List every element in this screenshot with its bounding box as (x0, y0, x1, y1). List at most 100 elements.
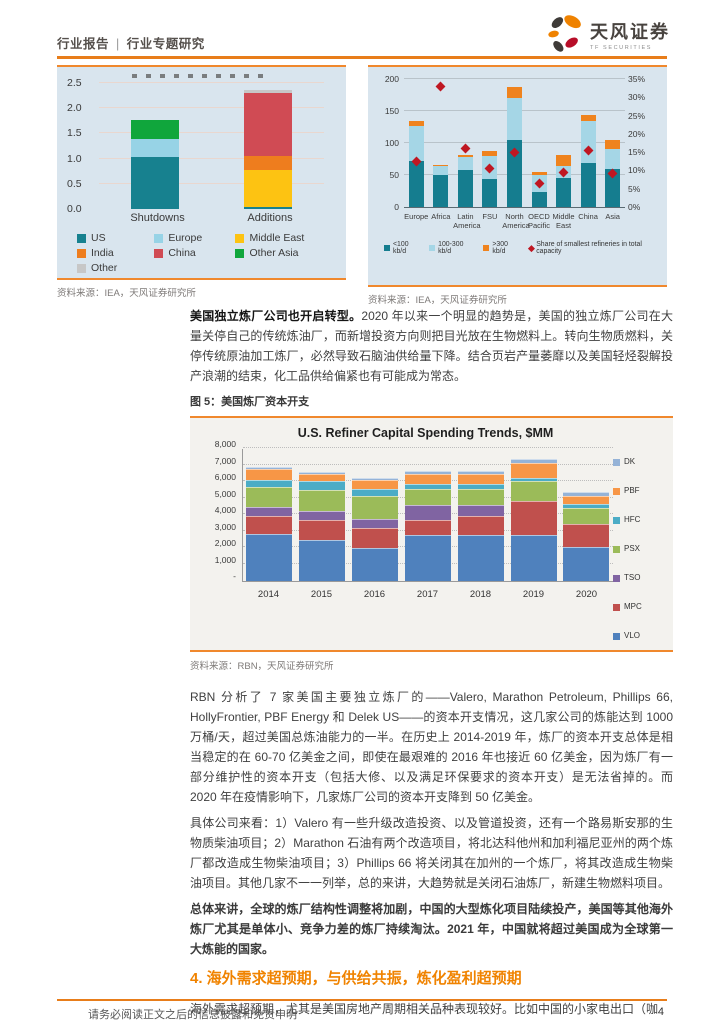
legend-item-PBF: PBF (613, 481, 667, 501)
x-tick-africa: Africa (431, 212, 451, 221)
y-tick-right: 20% (628, 128, 646, 139)
legend-item-scatter: Share of smallest refineries in total ca… (527, 241, 661, 255)
segment-PBF (352, 480, 399, 490)
legend-item-100-300 kb/d: 100-300 kb/d (429, 241, 475, 255)
body-content: 美国独立炼厂公司也开启转型。2020 年以来一个明显的趋势是，美国的独立炼厂公司… (190, 306, 673, 1024)
x-tick-asia: Asia (605, 212, 620, 221)
segment-TSO (299, 511, 346, 521)
segment-100-300 kb/d (457, 157, 473, 170)
segment-100-300 kb/d (605, 148, 621, 169)
y-tick-right: 5% (628, 183, 641, 194)
legend-label: TSO (624, 573, 641, 582)
y-tick: 4,000 (214, 505, 236, 515)
bar-north (506, 86, 522, 207)
legend-swatch (613, 574, 620, 582)
y-tick-left: 0 (394, 202, 399, 212)
segment-DK (563, 491, 610, 496)
chart3-legend: DK PBF HFC PSX TSO MPC VLO (613, 426, 667, 646)
x-tick-fsu: FSU (482, 212, 498, 221)
segment-VLO (352, 547, 399, 581)
y-tick-right: 25% (628, 110, 646, 121)
segment-100-300 kb/d (580, 121, 596, 164)
bar-2019 (510, 458, 557, 581)
legend-swatch (77, 263, 86, 273)
bar-2016 (352, 478, 399, 581)
bar-africa (433, 164, 449, 207)
legend-swatch (429, 245, 436, 251)
segment->300 kb/d (408, 121, 424, 127)
legend-item-<100 kb/d: <100 kb/d (384, 241, 421, 255)
legend-swatch (613, 458, 620, 466)
chart3-plot: - 1,000 2,000 3,000 4,000 5,000 6,000 7,000 8,00… (215, 439, 613, 582)
figure-bottom-line (190, 650, 673, 652)
paragraph-company-details: 具体公司来看：1）Valero 有一些升级改造投资、以及管道投资，还有一个路易斯… (190, 816, 673, 890)
legend-label: US (91, 232, 106, 244)
segment-TSO (352, 518, 399, 528)
figure-bottom-line (368, 285, 667, 287)
gridline (99, 132, 324, 134)
legend-swatch (384, 245, 390, 251)
legend-swatch (613, 516, 620, 524)
y-tick: 2.0 (67, 102, 82, 115)
segment->300 kb/d (482, 150, 498, 156)
legend-item-India: India (77, 247, 154, 259)
clipped-chart-title (131, 74, 272, 78)
figure-bottom-line (57, 278, 346, 280)
y-tick: 0.0 (67, 203, 82, 215)
chart3-title: U.S. Refiner Capital Spending Trends, $M… (297, 426, 554, 440)
segment-PBF (510, 463, 557, 479)
legend-item-China: China (154, 247, 235, 259)
segment-TSO (457, 505, 504, 517)
segment-<100 kb/d (433, 175, 449, 207)
legend-label: 100-300 kb/d (438, 241, 464, 255)
legend-swatch (613, 487, 620, 495)
legend-swatch (235, 248, 245, 258)
chart2-legend: <100 kb/d 100-300 kb/d >300 kb/d Share of s… (384, 241, 661, 255)
legend-item-US: US (77, 232, 154, 244)
y-tick: 2.5 (67, 77, 82, 89)
gridline (404, 78, 625, 79)
chart2-plot: 0 50 100 150 200 0% 5% 10% 15% 20% 25% 30% 35% (385, 74, 645, 212)
legend-label: Middle East (249, 232, 305, 244)
segment-HFC (510, 478, 557, 481)
segment-MPC (563, 523, 610, 547)
x-tick-2019: 2019 (522, 589, 545, 600)
bars (99, 83, 324, 209)
segment-DK (457, 470, 504, 474)
segment-US (131, 157, 180, 209)
segment-<100 kb/d (556, 177, 572, 207)
x-tick-2017: 2017 (416, 589, 439, 600)
bar-2018 (457, 470, 504, 581)
bar-latin (457, 155, 473, 207)
segment-DK (299, 471, 346, 474)
segment-China (243, 93, 292, 157)
segment-PBF (299, 473, 346, 482)
legend-label: Other (91, 262, 118, 274)
header-rule (57, 56, 667, 59)
segment->300 kb/d (605, 139, 621, 149)
legend-label: Other Asia (249, 247, 299, 259)
legend-item-MPC: MPC (613, 597, 667, 617)
x-tick-2015: 2015 (310, 589, 333, 600)
segment-HFC (246, 479, 293, 488)
bars (243, 449, 613, 581)
segment-MPC (404, 520, 451, 536)
legend-swatch (77, 233, 86, 243)
legend-swatch (613, 603, 620, 611)
legend-item-Middle East: Middle East (235, 232, 336, 244)
segment-PSX (563, 507, 610, 524)
gridline (243, 463, 613, 466)
y-tick-right: 15% (628, 147, 646, 158)
y-tick: - (233, 571, 236, 581)
brand-subname: TF SECURITIES (590, 44, 653, 51)
legend-swatch (613, 632, 620, 640)
segment-MPC (246, 516, 293, 534)
bar-europe (408, 121, 424, 207)
segment-HFC (404, 484, 451, 489)
segment-Other (243, 89, 292, 94)
y-tick-right: 10% (628, 165, 646, 176)
legend-label: PBF (624, 486, 640, 495)
source-note-left: 资料来源：IEA，天风证券研究所 (57, 288, 196, 299)
legend-item->300 kb/d: >300 kb/d (483, 241, 520, 255)
